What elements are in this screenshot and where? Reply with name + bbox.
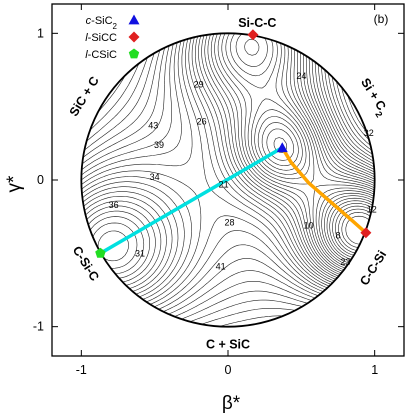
marker-diamond-1 [247, 29, 259, 41]
legend-marker-triangle [128, 14, 140, 25]
contour-value-labels: 29 24 43 26 39 32 34 21 36 12 28 10 8 31 23 41 [109, 71, 377, 272]
contour-label: 32 [364, 128, 374, 138]
unit-circle-boundary [80, 32, 376, 328]
contour-label: 43 [148, 121, 158, 131]
contour-label: 26 [197, 116, 207, 126]
contour-label: 34 [150, 172, 160, 182]
region-label: Si + C2 [355, 76, 392, 120]
region-label: C-C-Si [357, 248, 389, 288]
contour-label: 8 [335, 231, 340, 241]
region-label: C-Si-C [70, 244, 102, 284]
legend-label: l-SiCC [85, 32, 117, 44]
series-line-1 [280, 145, 368, 235]
contour-label: 21 [219, 179, 229, 189]
marker-diamond-2 [360, 227, 372, 239]
x-axis-title: β* [222, 393, 241, 414]
x-tick-label: 0 [225, 363, 232, 377]
legend-marker-diamond [128, 31, 140, 43]
region-label: C + SiC [206, 337, 250, 351]
contour-label: 28 [224, 218, 234, 228]
legend-marker-pentagon [128, 48, 140, 59]
contour-label: 12 [367, 204, 377, 214]
contour-label: 29 [194, 80, 204, 90]
path-series [98, 145, 368, 256]
y-tick-label: 0 [37, 173, 44, 187]
contour-label: 36 [109, 200, 119, 210]
boundary-circle [80, 32, 376, 328]
contour-label: 41 [216, 262, 226, 272]
region-label: SiC + C [67, 74, 102, 119]
x-tick-label: -1 [76, 363, 87, 377]
axis-ticks: -1 0 1 -1 0 1 [33, 4, 404, 377]
panel-tag: (b) [374, 12, 389, 26]
contour-label: 23 [340, 257, 350, 267]
contour-label: 39 [154, 140, 164, 150]
legend-label: l-CSiC [85, 49, 117, 61]
y-tick-label: -1 [33, 320, 44, 334]
structure-markers [95, 29, 372, 258]
series-line-0 [98, 145, 285, 256]
x-tick-label: 1 [371, 363, 378, 377]
region-label: Si-C-C [238, 16, 276, 30]
y-axis-title: γ* [4, 175, 25, 193]
legend-label: c-SiC2 [86, 15, 118, 31]
marker-pentagon-3 [95, 247, 106, 258]
contour-label: 31 [135, 248, 145, 258]
marker-triangle-0 [276, 142, 288, 153]
contour-label: 24 [296, 71, 306, 81]
y-tick-label: 1 [37, 26, 44, 40]
contour-label: 10 [304, 220, 314, 230]
